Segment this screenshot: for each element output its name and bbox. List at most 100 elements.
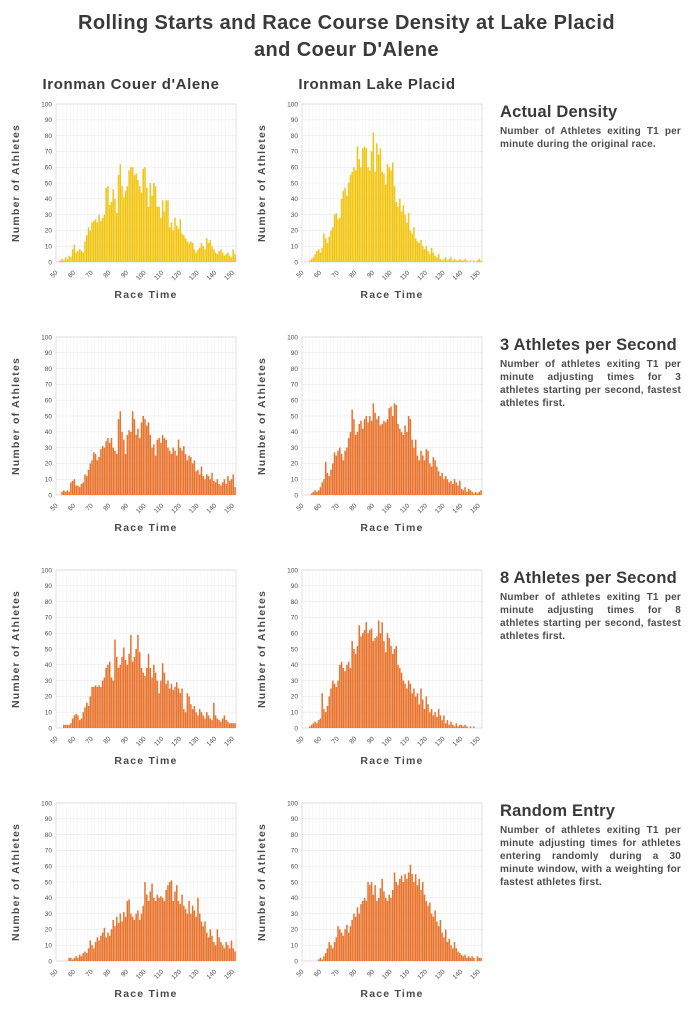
histogram-bar [123,912,125,961]
histogram-bar [340,453,343,495]
histogram-bar [462,956,465,961]
histogram-bar [218,720,220,728]
histogram-bar [63,724,65,728]
y-tick-label: 60 [291,864,299,871]
histogram-bar [82,712,84,728]
histogram-bar [119,664,122,728]
y-tick-label: 80 [291,133,299,140]
histogram-bar [108,661,111,728]
y-tick-label: 30 [291,212,299,219]
x-tick-label: 60 [67,968,77,978]
histogram-bar [190,704,192,728]
y-tick-label: 60 [45,864,53,871]
y-tick-label: 20 [45,461,53,468]
histogram-bar [144,675,146,728]
histogram-bar [174,686,176,728]
histogram-bar [326,243,329,262]
histogram-bar [221,482,224,495]
histogram-bar [195,252,197,262]
x-axis-title: Race Time [360,988,423,1000]
histogram-bar [397,664,399,728]
histogram-bar [184,238,187,262]
y-tick-label: 80 [45,366,53,373]
histogram-bar [165,200,167,262]
histogram-bar [353,167,355,262]
histogram-bar [207,937,210,961]
histogram-bar [188,243,190,262]
histogram-bar [459,258,461,262]
histogram-bar [70,257,72,262]
histogram-bar [416,241,419,262]
y-tick-label: 50 [291,180,299,187]
histogram-bar [392,653,394,728]
histogram-bar [386,633,389,728]
histogram-bar [211,720,213,728]
histogram-bar [147,653,150,728]
histogram-bar [91,222,93,262]
histogram-bar [165,683,167,728]
histogram-bar [360,420,362,495]
histogram-bar [146,667,148,728]
histogram-bar [82,482,84,495]
histogram-bar [98,940,100,961]
histogram-bar [319,718,322,728]
y-axis-title: Number of Athletes [10,590,22,708]
histogram-bar [363,630,366,728]
histogram-bar [135,173,137,262]
histogram-bar [211,935,213,961]
histogram-bar [91,460,93,495]
histogram-bar [404,874,406,961]
histogram-bar [147,900,150,961]
histogram-bar [98,685,100,728]
y-tick-label: 90 [291,350,299,357]
histogram-bar [77,715,79,728]
histogram-bar [140,422,143,495]
y-tick-label: 50 [45,879,53,886]
histogram-bar [195,916,197,961]
histogram-bar [432,457,435,495]
histogram-bar [377,416,380,495]
y-tick-label: 30 [291,678,299,685]
histogram-bar [225,483,227,495]
histogram-bar [407,416,410,495]
histogram-bar [177,688,180,728]
histogram-bar [186,241,189,262]
histogram-bar [140,913,143,961]
histogram-bar [370,882,373,961]
histogram-bar [107,438,109,495]
histogram-bar [480,957,482,961]
histogram-bar [474,491,477,495]
histogram-bar [153,897,155,961]
histogram-bar [344,187,346,262]
histogram-bar [452,948,454,961]
histogram-bar [68,957,70,961]
section-heading-actual-density: Actual Density [500,103,618,121]
histogram-bar [116,656,118,728]
histogram-bar [381,622,383,728]
histogram-bar [450,945,452,961]
x-tick-label: 140 [452,502,465,515]
histogram-bar [400,672,403,728]
histogram-bar [459,953,461,961]
histogram-bar [425,696,428,728]
histogram-bar [202,715,204,728]
histogram-bar [170,222,173,262]
histogram-bar [395,404,398,495]
histogram-bar [393,403,396,495]
y-tick-label: 80 [45,599,53,606]
histogram-bar [184,712,187,728]
histogram-bar [135,913,137,961]
x-tick-label: 70 [331,735,341,745]
histogram-bar [227,476,229,495]
histogram-bar [460,488,463,495]
histogram-bar [434,712,436,728]
histogram-bar [170,880,173,961]
histogram-bar [372,641,375,728]
histogram-bar [383,891,385,961]
histogram-bar [154,900,157,961]
histogram-bar [112,447,114,495]
histogram-bar [369,885,371,961]
histogram-bar [177,439,180,495]
histogram-bar [96,937,99,961]
histogram-bar [390,170,392,262]
